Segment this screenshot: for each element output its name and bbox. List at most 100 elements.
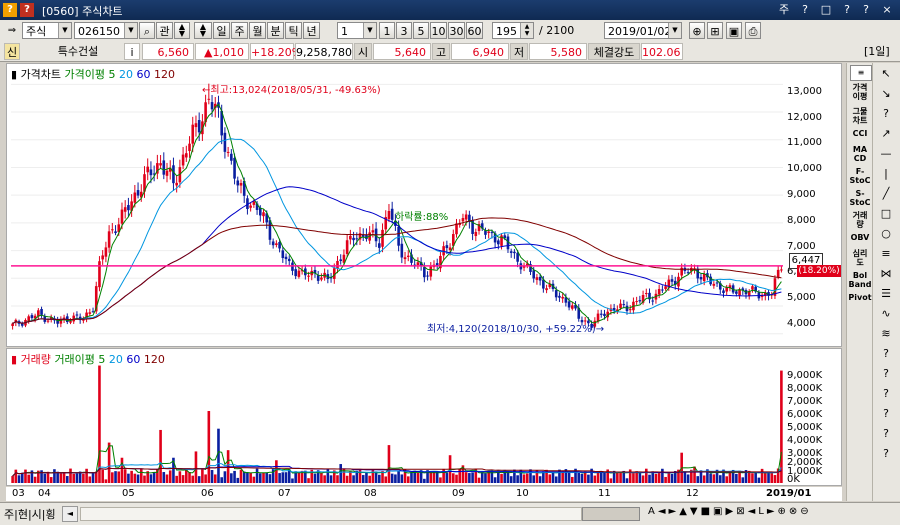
indicator-volume[interactable]: 거래 량 bbox=[852, 211, 868, 229]
chevron-down-icon[interactable]: ▼ bbox=[58, 23, 71, 38]
tool-icon[interactable]: ↗ bbox=[881, 127, 891, 140]
chevron-down-icon[interactable]: ▼ bbox=[124, 23, 137, 38]
minute-60-button[interactable]: 60 bbox=[466, 22, 483, 39]
period-year-button[interactable]: 년 bbox=[303, 22, 320, 39]
price-ytick: 11,000 bbox=[787, 137, 822, 148]
spin-icon[interactable]: ▲ ▼ bbox=[194, 22, 212, 39]
candle-body bbox=[94, 286, 98, 312]
count-input[interactable]: 195 ▲ ▼ bbox=[492, 22, 534, 39]
tool-icon[interactable]: ↘ bbox=[881, 87, 891, 100]
tool-icon[interactable]: ? bbox=[883, 407, 889, 420]
candle-body bbox=[670, 279, 674, 282]
bottom-tabs[interactable]: 주|현|시|횡 bbox=[4, 508, 56, 521]
candle-body bbox=[59, 319, 63, 324]
market-type-select[interactable]: 주식 ▼ bbox=[22, 22, 72, 39]
period-week-button[interactable]: 주 bbox=[231, 22, 248, 39]
related-button[interactable]: 관 bbox=[156, 22, 173, 39]
volume-bar bbox=[133, 473, 137, 483]
indicator-cci[interactable]: CCI bbox=[852, 129, 868, 138]
candle-body bbox=[262, 212, 265, 217]
price-ma-label: 가격이평 bbox=[64, 68, 106, 81]
minute-30-button[interactable]: 30 bbox=[448, 22, 465, 39]
window-pin-button[interactable]: 주 bbox=[778, 3, 790, 16]
tool-icon[interactable]: ≋ bbox=[881, 327, 891, 340]
grid-icon[interactable]: ⊞ bbox=[707, 22, 723, 39]
indicator-sstoc[interactable]: S-StoC bbox=[849, 189, 871, 207]
save-icon[interactable]: ▣ bbox=[726, 22, 742, 39]
interval-select[interactable]: 1 ▼ bbox=[337, 22, 377, 39]
search-button[interactable]: ⌕ bbox=[139, 22, 155, 39]
tool-icon[interactable]: ? bbox=[883, 107, 889, 120]
tool-icon[interactable]: | bbox=[884, 167, 888, 180]
window-minimize-button[interactable]: ? bbox=[844, 3, 850, 16]
candle-body bbox=[538, 276, 542, 281]
minute-1-button[interactable]: 1 bbox=[379, 22, 395, 39]
volume-bar bbox=[130, 470, 133, 483]
volume-bar bbox=[336, 475, 339, 483]
date-input[interactable]: 2019/01/02 ▼ bbox=[604, 22, 682, 39]
tool-icon[interactable]: ⋈ bbox=[880, 267, 892, 280]
period-tick-button[interactable]: 틱 bbox=[285, 22, 302, 39]
volume-ma-line-120 bbox=[12, 466, 782, 477]
link-arrow-icon[interactable]: ⇒ bbox=[7, 25, 17, 36]
strength-value: 102.06 bbox=[641, 43, 683, 60]
volume-bar bbox=[236, 477, 240, 483]
window-link-icon[interactable]: ? bbox=[802, 3, 808, 16]
tool-icon[interactable]: □ bbox=[880, 207, 892, 220]
tool-icon[interactable]: ? bbox=[883, 367, 889, 380]
window-maximize-button[interactable]: ? bbox=[863, 3, 869, 16]
tool-icon[interactable]: ↖ bbox=[881, 67, 891, 80]
volume-bar bbox=[381, 471, 384, 483]
scroll-track[interactable] bbox=[80, 507, 582, 521]
info-button[interactable]: i bbox=[124, 43, 140, 60]
minute-10-button[interactable]: 10 bbox=[430, 22, 447, 39]
period-month-button[interactable]: 월 bbox=[249, 22, 266, 39]
indicator-fstoc[interactable]: F-StoC bbox=[849, 167, 871, 185]
indicator-psych[interactable]: 심리 도 bbox=[852, 249, 868, 267]
volume-bar bbox=[361, 475, 365, 483]
candle-body bbox=[516, 252, 519, 262]
count-spin-icon[interactable]: ▲ ▼ bbox=[520, 23, 533, 38]
window-restore-button[interactable]: □ bbox=[820, 3, 832, 16]
volume-bar bbox=[400, 474, 404, 483]
tool-icon[interactable]: ○ bbox=[881, 227, 891, 240]
tool-icon[interactable]: ╱ bbox=[882, 187, 890, 200]
indicator-pivot[interactable]: Pivot bbox=[848, 293, 872, 302]
indicator-obv[interactable]: OBV bbox=[850, 233, 870, 242]
scroll-left-button[interactable]: ◄ bbox=[62, 506, 78, 522]
scroll-thumb[interactable] bbox=[582, 507, 640, 521]
tool-icon[interactable]: ? bbox=[883, 447, 889, 460]
window-close-button[interactable]: × bbox=[882, 3, 892, 16]
collapse-icon[interactable]: ≡ bbox=[850, 65, 872, 81]
minute-3-button[interactable]: 3 bbox=[396, 22, 412, 39]
candle-body bbox=[477, 224, 481, 231]
nav-controls[interactable]: A◄►▲▼■▣▶⊠◄L►⊕⊗⊖ bbox=[648, 506, 812, 517]
tool-icon[interactable]: ? bbox=[883, 427, 889, 440]
indicator-bolband[interactable]: Bol Band bbox=[848, 271, 872, 289]
stepper-icon[interactable]: ▲ ▼ bbox=[174, 22, 190, 39]
stock-code-input[interactable]: 026150 ▼ bbox=[74, 22, 138, 39]
zoom-in-icon[interactable]: ⊕ bbox=[689, 22, 705, 39]
calendar-dropdown-icon[interactable]: ▼ bbox=[668, 23, 681, 38]
candle-body bbox=[210, 102, 214, 110]
tool-icon[interactable]: ? bbox=[883, 347, 889, 360]
period-day-button[interactable]: 일 bbox=[213, 22, 230, 39]
help-icon[interactable]: ? bbox=[20, 3, 34, 17]
period-minute-button[interactable]: 분 bbox=[267, 22, 284, 39]
tool-icon[interactable]: — bbox=[880, 147, 892, 160]
price-chart-panel[interactable]: ▮ 가격차트 가격이평 5 20 60 120 ←최고:13,024(2018/… bbox=[6, 63, 842, 347]
volume-chart-panel[interactable]: ▮ 거래량 거래이평 5 20 60 120 9,000K 8,000K 7,0… bbox=[6, 348, 842, 486]
indicator-macd[interactable]: MA CD bbox=[852, 145, 868, 163]
tool-icon[interactable]: ≡ bbox=[881, 247, 891, 260]
tool-icon[interactable]: ☰ bbox=[881, 287, 891, 300]
tool-icon[interactable]: ? bbox=[883, 387, 889, 400]
tool-icon[interactable]: ∿ bbox=[881, 307, 891, 320]
indicator-price-ma[interactable]: 가격 이평 bbox=[852, 83, 868, 101]
volume-bar bbox=[551, 471, 555, 483]
print-icon[interactable]: ⎙ bbox=[745, 22, 761, 39]
candle-body bbox=[284, 256, 288, 260]
minute-5-button[interactable]: 5 bbox=[413, 22, 429, 39]
indicator-net-chart[interactable]: 그물 차트 bbox=[852, 107, 868, 125]
price-ma-120: 120 bbox=[154, 68, 176, 81]
chevron-down-icon[interactable]: ▼ bbox=[363, 23, 376, 38]
